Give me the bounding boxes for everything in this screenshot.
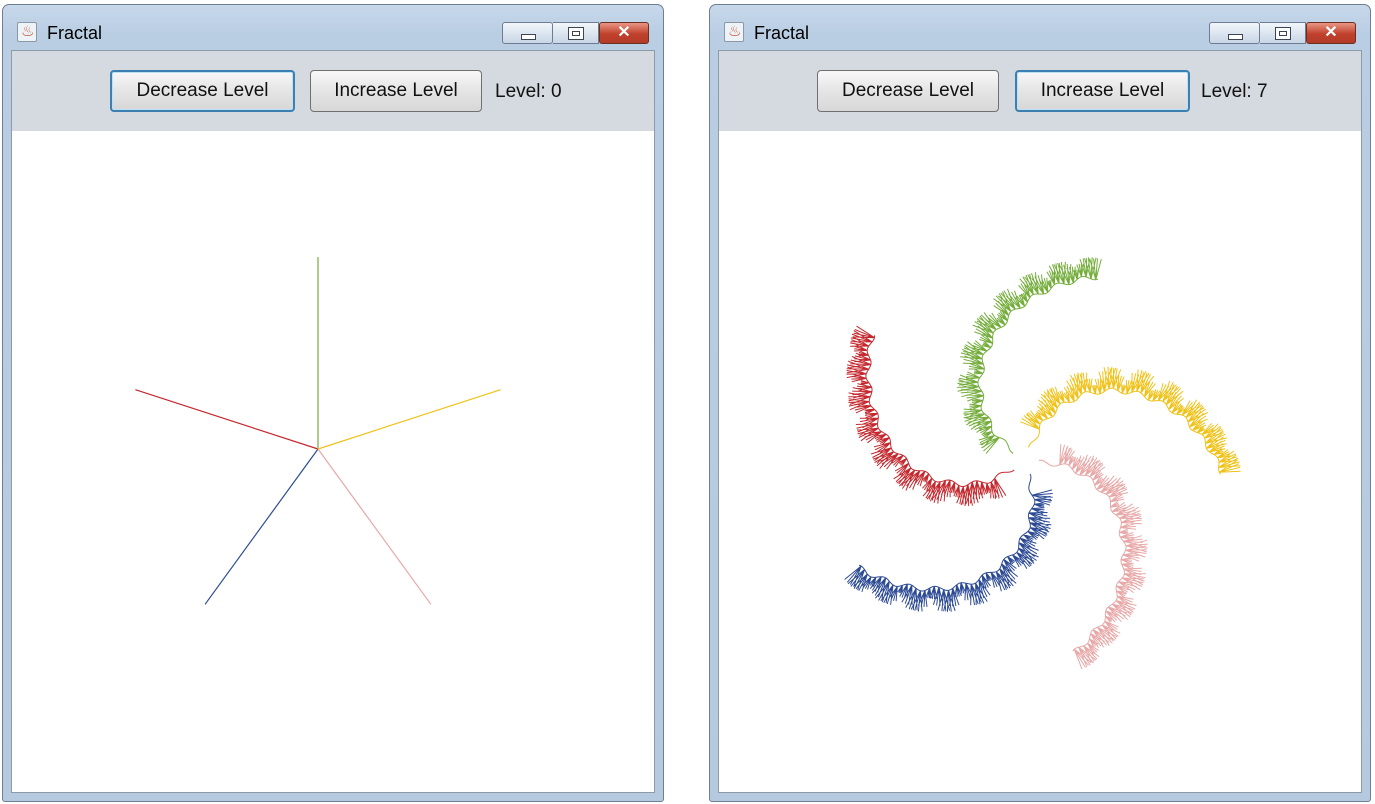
window-title: Fractal xyxy=(754,23,810,43)
fractal-drawing xyxy=(844,257,1241,670)
maximize-icon xyxy=(568,27,584,40)
green-branch xyxy=(957,257,1102,454)
fractal-window-level-7: ♨ Fractal ✕ Decrease Level Increase Leve… xyxy=(709,4,1371,802)
minimize-icon xyxy=(521,34,536,40)
fractal-canvas xyxy=(719,131,1361,792)
minimize-icon xyxy=(1228,34,1243,40)
maximize-button[interactable] xyxy=(553,22,599,44)
minimize-button[interactable] xyxy=(1209,22,1260,44)
fractal-window-level-0: ♨ Fractal ✕ Decrease Level Increase Leve… xyxy=(2,4,664,802)
window-client-area: Decrease Level Increase Level Level: 0 xyxy=(11,50,655,793)
window-client-area: Decrease Level Increase Level Level: 7 xyxy=(718,50,1362,793)
control-panel: Decrease Level Increase Level Level: 0 xyxy=(12,51,654,131)
red-branch xyxy=(846,325,1015,507)
level-label: Level: 0 xyxy=(495,81,562,102)
close-icon: ✕ xyxy=(1324,24,1338,41)
green-branch-arm xyxy=(957,257,1102,454)
pink-branch xyxy=(317,448,432,605)
title-bar[interactable]: ♨ Fractal ✕ xyxy=(3,5,663,49)
blue-branch xyxy=(204,448,319,605)
yellow-branch xyxy=(317,389,501,450)
minimize-button[interactable] xyxy=(502,22,553,44)
blue-branch-arm xyxy=(844,473,1053,612)
yellow-branch-arm xyxy=(1019,366,1241,475)
fractal-canvas xyxy=(12,131,654,792)
maximize-button[interactable] xyxy=(1260,22,1306,44)
red-branch-arm xyxy=(846,325,1015,507)
fractal-drawing xyxy=(135,257,501,605)
close-icon: ✕ xyxy=(617,24,631,41)
java-cup-icon[interactable]: ♨ xyxy=(724,22,744,42)
pink-branch-arm xyxy=(1038,444,1148,670)
increase-level-button[interactable]: Increase Level xyxy=(310,70,482,112)
title-bar[interactable]: ♨ Fractal ✕ xyxy=(710,5,1370,49)
close-button[interactable]: ✕ xyxy=(1306,22,1356,44)
maximize-icon xyxy=(1275,27,1291,40)
decrease-level-button[interactable]: Decrease Level xyxy=(817,70,999,112)
close-button[interactable]: ✕ xyxy=(599,22,649,44)
java-cup-icon[interactable]: ♨ xyxy=(17,22,37,42)
level-label: Level: 7 xyxy=(1201,81,1268,102)
increase-level-button[interactable]: Increase Level xyxy=(1015,70,1190,112)
window-title: Fractal xyxy=(47,23,103,43)
yellow-branch xyxy=(1019,366,1241,475)
red-branch xyxy=(135,389,319,450)
blue-branch xyxy=(844,473,1053,612)
control-panel: Decrease Level Increase Level Level: 7 xyxy=(719,51,1361,131)
pink-branch xyxy=(1038,444,1148,670)
decrease-level-button[interactable]: Decrease Level xyxy=(110,70,295,112)
